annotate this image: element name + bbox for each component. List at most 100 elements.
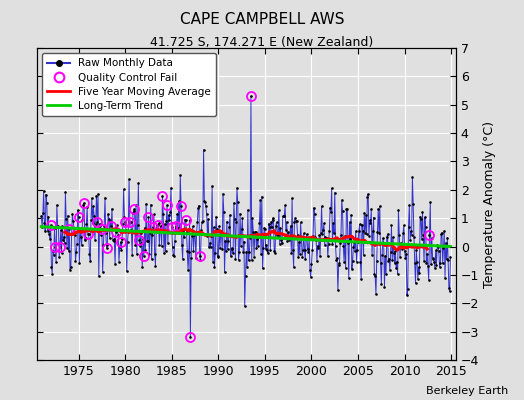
Point (110, 236, 118, 243)
Point (152, 226, 160, 233)
Point (231, 216, 239, 222)
Point (168, 224, 176, 230)
Point (167, 184, 175, 191)
Point (270, 248, 278, 254)
Point (223, 246, 232, 252)
Point (308, 247, 316, 254)
Point (153, 222, 161, 228)
Point (247, 93, 255, 100)
Point (355, 221, 364, 228)
Point (352, 228, 360, 234)
Point (332, 257, 341, 263)
Point (146, 230, 154, 236)
Point (158, 243, 166, 249)
Point (331, 189, 339, 196)
Point (313, 258, 321, 264)
Point (391, 248, 399, 254)
Point (275, 207, 283, 214)
Point (440, 228, 449, 234)
Point (160, 250, 168, 256)
Point (218, 246, 226, 252)
Point (291, 215, 299, 221)
Point (84, 230, 92, 237)
Point (312, 236, 320, 243)
Point (217, 231, 226, 237)
Point (82, 221, 91, 228)
Point (325, 228, 334, 234)
Point (201, 199, 209, 206)
Point (189, 223, 197, 230)
Point (94, 191, 102, 198)
Point (292, 218, 301, 224)
Point (358, 228, 367, 234)
Point (389, 234, 397, 240)
Point (316, 230, 325, 236)
Point (314, 244, 323, 251)
Point (227, 245, 236, 251)
Point (44, 213, 52, 220)
Point (215, 223, 223, 229)
Point (437, 231, 445, 238)
Point (232, 219, 241, 226)
Point (392, 264, 400, 271)
Point (397, 240, 405, 246)
Point (297, 219, 305, 226)
Point (334, 261, 343, 268)
Point (223, 218, 231, 225)
Point (53, 224, 62, 230)
Point (137, 230, 145, 236)
Point (214, 252, 223, 259)
Point (409, 201, 418, 207)
Point (57, 227, 65, 233)
Point (250, 253, 258, 260)
Point (413, 276, 422, 282)
Point (173, 211, 181, 217)
Point (405, 202, 413, 208)
Point (428, 235, 436, 242)
Point (398, 246, 407, 252)
Point (222, 248, 230, 254)
Text: Berkeley Earth: Berkeley Earth (426, 386, 508, 396)
Point (70, 226, 78, 232)
Point (296, 251, 304, 258)
Point (194, 205, 202, 212)
Point (363, 194, 372, 200)
Point (112, 229, 120, 236)
Point (425, 231, 434, 238)
Point (285, 237, 293, 243)
Point (126, 219, 134, 225)
Point (106, 218, 115, 224)
Point (124, 229, 133, 236)
Point (182, 229, 191, 235)
Point (379, 240, 388, 246)
Point (150, 251, 159, 257)
Point (414, 264, 423, 270)
Point (298, 253, 307, 260)
Point (256, 197, 265, 204)
Point (277, 237, 286, 243)
Point (339, 208, 347, 214)
Point (367, 206, 376, 212)
Point (376, 260, 385, 266)
Point (79, 202, 88, 208)
Point (446, 254, 455, 260)
Point (226, 253, 235, 259)
Point (424, 263, 432, 269)
Point (263, 247, 271, 253)
Point (57, 249, 66, 256)
Point (363, 231, 371, 238)
Point (373, 258, 381, 265)
Point (59, 237, 67, 243)
Point (282, 219, 291, 225)
Point (331, 243, 340, 249)
Point (369, 214, 378, 221)
Point (224, 238, 233, 245)
Point (319, 227, 328, 234)
Point (147, 256, 156, 262)
Point (241, 303, 249, 310)
Point (103, 242, 112, 248)
Point (243, 264, 251, 270)
Point (432, 261, 441, 268)
Point (46, 236, 54, 242)
Point (368, 228, 377, 234)
